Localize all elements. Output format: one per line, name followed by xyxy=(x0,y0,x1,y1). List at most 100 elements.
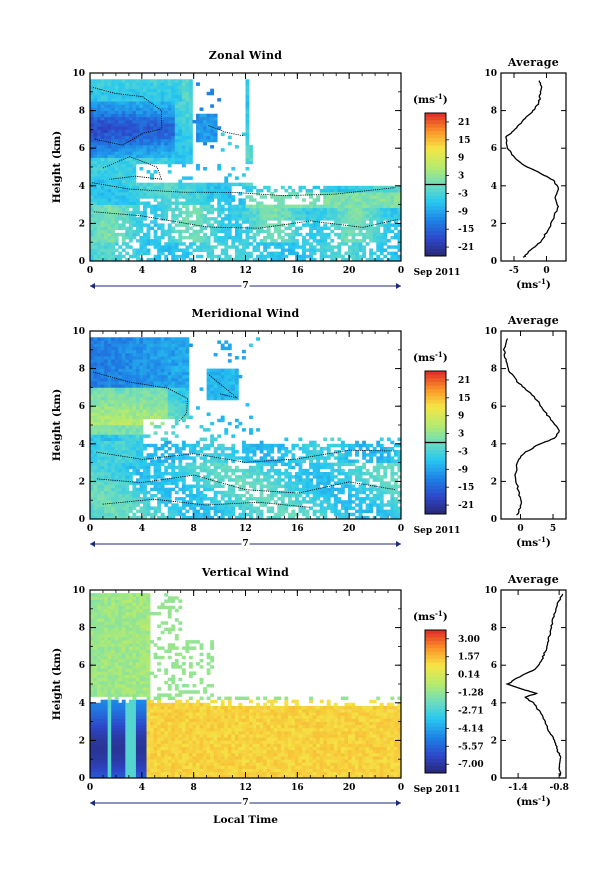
heatmap-cell xyxy=(376,198,381,202)
heatmap-cell xyxy=(245,446,250,451)
heatmap-cell xyxy=(125,428,130,432)
heatmap-cell xyxy=(97,220,101,224)
heatmap-cell xyxy=(340,195,345,199)
heatmap-cell xyxy=(344,251,349,256)
heatmap-cell xyxy=(227,141,232,146)
heatmap-cell xyxy=(227,173,232,177)
heatmap-cell xyxy=(192,239,197,243)
heatmap-cell xyxy=(97,343,101,348)
heatmap-cell xyxy=(97,443,101,448)
heatmap-cell xyxy=(337,223,342,227)
heatmap-cell xyxy=(97,154,101,158)
heatmap-cell xyxy=(270,497,275,501)
heatmap-cell xyxy=(213,371,218,376)
heatmap-cell xyxy=(97,431,101,435)
heatmap-cell xyxy=(185,123,190,127)
heatmap-cell xyxy=(146,384,151,388)
heatmap-cell xyxy=(178,82,183,86)
heatmap-cell xyxy=(153,116,158,121)
heatmap-cell xyxy=(114,437,119,442)
heatmap-cell xyxy=(181,356,186,360)
heatmap-cell xyxy=(344,226,349,231)
heatmap-cell xyxy=(100,378,105,382)
heatmap-cell xyxy=(153,431,158,435)
heatmap-cell xyxy=(135,352,140,357)
heatmap-cell xyxy=(121,198,126,202)
heatmap-cell xyxy=(100,110,105,115)
heatmap-cell xyxy=(196,223,200,227)
heatmap-cell xyxy=(93,116,98,121)
heatmap-cell xyxy=(93,135,98,140)
heatmap-cell xyxy=(157,151,162,155)
heatmap-cell xyxy=(305,214,310,218)
heatmap-cell xyxy=(118,500,123,504)
heatmap-cell xyxy=(287,465,292,470)
heatmap-cell xyxy=(128,440,133,445)
heatmap-cell xyxy=(146,506,151,510)
heatmap-cell xyxy=(135,207,140,212)
heatmap-cell xyxy=(104,185,109,190)
heatmap-cell xyxy=(220,450,225,454)
heatmap-cell xyxy=(238,226,243,231)
heatmap-cell xyxy=(104,245,109,249)
heatmap-cell xyxy=(97,94,101,99)
heatmap-cell xyxy=(171,116,176,121)
heatmap-cell xyxy=(111,356,116,360)
heatmap-cell xyxy=(174,421,179,426)
heatmap-cell xyxy=(217,381,222,385)
heatmap-cell xyxy=(358,248,363,252)
heatmap-cell xyxy=(238,503,243,507)
heatmap-cell xyxy=(263,248,268,252)
heatmap-cell xyxy=(252,217,257,221)
heatmap-cell xyxy=(249,210,253,215)
heatmap-cell xyxy=(174,245,179,249)
heatmap-cell xyxy=(153,135,158,140)
heatmap-cell xyxy=(171,506,176,510)
heatmap-cell xyxy=(213,374,218,379)
heatmap-cell xyxy=(365,242,370,246)
heatmap-cell xyxy=(143,352,147,357)
heatmap-cell xyxy=(241,242,246,246)
heatmap-cell xyxy=(234,418,239,423)
heatmap-cell xyxy=(118,116,123,121)
heatmap-cell xyxy=(111,415,116,420)
heatmap-cell xyxy=(111,425,116,429)
heatmap-cell xyxy=(273,251,278,256)
heatmap-cell xyxy=(241,217,246,221)
heatmap-cell xyxy=(277,450,282,454)
heatmap-cell xyxy=(220,497,225,501)
heatmap-cell xyxy=(256,223,260,227)
heatmap-cell xyxy=(150,239,154,243)
heatmap-cell xyxy=(185,359,190,363)
heatmap-cell xyxy=(146,393,151,398)
heatmap-cell xyxy=(104,94,109,99)
heatmap-cell xyxy=(111,210,116,215)
heatmap-cell xyxy=(188,257,193,262)
heatmap-cell xyxy=(153,141,158,146)
heatmap-cell xyxy=(111,204,116,209)
x-tick-label: 12 xyxy=(239,266,252,276)
heatmap-cell xyxy=(238,254,243,259)
heatmap-cell xyxy=(206,468,211,473)
heatmap-cell xyxy=(111,239,116,243)
heatmap-cell xyxy=(143,475,147,479)
heatmap-cell xyxy=(132,443,137,448)
heatmap-cell xyxy=(210,254,215,259)
heatmap-cell xyxy=(227,387,232,391)
heatmap-cell xyxy=(146,406,151,410)
heatmap-cell xyxy=(217,254,222,259)
heatmap-cell xyxy=(362,248,367,252)
heatmap-cell xyxy=(164,481,169,485)
heatmap-cell xyxy=(294,207,299,212)
heatmap-cell xyxy=(97,412,101,416)
heatmap-cell xyxy=(111,170,116,174)
heatmap-cell xyxy=(256,245,260,249)
heatmap-cell xyxy=(199,226,204,231)
heatmap-cell xyxy=(355,214,359,218)
heatmap-cell xyxy=(132,173,137,177)
heatmap-cell xyxy=(256,500,260,504)
heatmap-cell xyxy=(143,346,147,351)
colorbar-swatch xyxy=(425,238,446,243)
heatmap-cell xyxy=(132,368,137,373)
heatmap-cell xyxy=(139,356,144,360)
